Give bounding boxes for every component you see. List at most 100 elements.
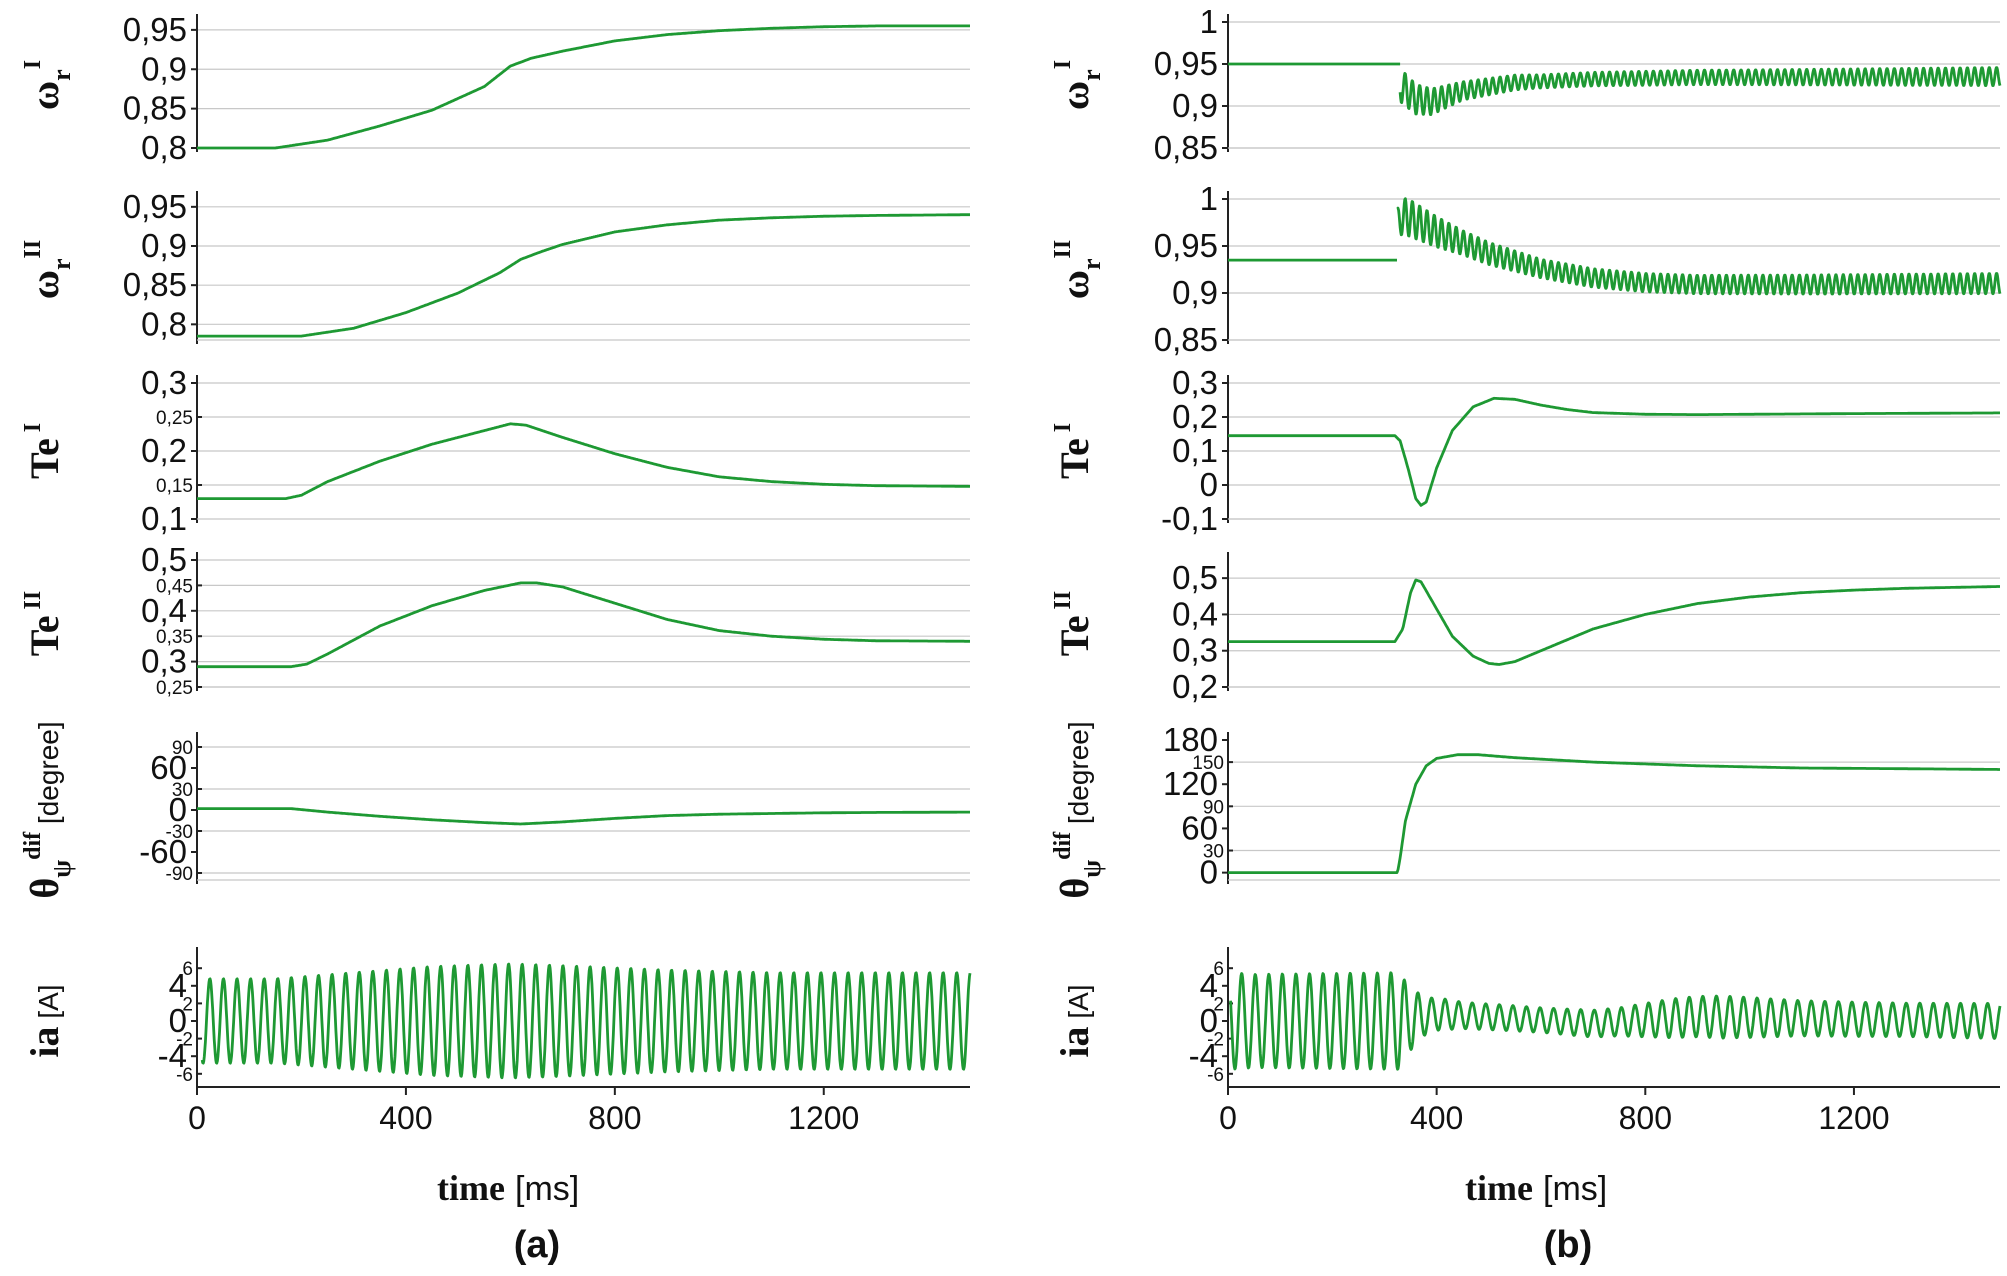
y-tick-label: 0 [1200, 1002, 1218, 1039]
y-minor-tick-label: 0,35 [156, 627, 193, 648]
y-axis-title-subscript: ψ [47, 860, 76, 878]
y-tick-label: 0,1 [1172, 432, 1218, 469]
y-tick-label: 0,8 [141, 305, 187, 342]
y-axis-title-symbol: ω [22, 81, 67, 110]
y-axis-title-symbol: Te [1052, 615, 1097, 656]
y-axis-title: Te II [20, 591, 67, 656]
chart-a-theta-dif: -60 0 60 -90 -30 30 90 θψdif [degree] [20, 721, 971, 899]
series-line-a-omega-r-I [196, 24, 971, 150]
y-minor-tick-label: 0,25 [156, 678, 193, 699]
y-tick-label: 0 [1200, 854, 1218, 891]
y-tick-label: -0,1 [1161, 500, 1218, 537]
x-tick-label: 1200 [788, 1100, 859, 1136]
chart-b-theta-dif: 0 60 120 180 30 90 150 θψdif [degree] [1050, 721, 2001, 899]
y-minor-tick-label: 0,45 [156, 576, 193, 597]
y-tick-label: 4 [169, 967, 187, 1004]
y-tick-label: 0 [1200, 466, 1218, 503]
series-line-b-Te-II [1227, 578, 2001, 666]
y-tick-label: 0,9 [141, 227, 187, 264]
y-axis-title-symbol: θ [1052, 878, 1097, 899]
y-minor-tick-label: 6 [182, 959, 193, 980]
y-minor-tick-label: -6 [1207, 1065, 1224, 1086]
x-axis-title-unit: [ms] [1543, 1170, 1607, 1208]
y-axis-title-symbol: ia [1052, 1026, 1097, 1057]
y-tick-label: 120 [1163, 765, 1218, 802]
y-minor-tick-label: 30 [172, 780, 193, 801]
y-axis-title: Te I [1050, 423, 1097, 479]
y-tick-label: 0,3 [1172, 632, 1218, 669]
x-axis-title-a: time [ms] [437, 1168, 579, 1208]
y-minor-tick-label: 90 [1203, 797, 1224, 818]
y-axis-title-superscript: II [20, 591, 46, 616]
x-axis-title-word: time [437, 1168, 505, 1208]
y-minor-tick-label: -6 [176, 1065, 193, 1086]
y-tick-label: 0,95 [123, 188, 187, 225]
y-axis-title: θψdif [degree] [1050, 721, 1106, 898]
panel-label-b: (b) [1544, 1224, 1593, 1266]
y-axis-title-superscript: I [20, 423, 46, 438]
y-minor-tick-label: 6 [1213, 959, 1224, 980]
y-tick-label: 0 [169, 1002, 187, 1039]
chart-a-omega-r-II: 0,80,850,90,95 ωrII [20, 188, 971, 344]
y-axis-title-symbol: ω [1052, 81, 1097, 110]
y-axis-title-superscript: I [1050, 60, 1076, 69]
y-tick-label: 0,95 [1154, 45, 1218, 82]
y-minor-tick-label: 2 [182, 994, 193, 1015]
y-tick-label: -4 [158, 1037, 187, 1074]
y-axis-title-symbol: Te [22, 438, 67, 479]
y-axis-title-symbol: Te [1052, 438, 1097, 479]
y-axis-title-subscript: r [1077, 258, 1106, 270]
y-tick-label: 60 [1181, 809, 1218, 846]
y-tick-label: 0,85 [123, 90, 187, 127]
y-tick-label: 0,9 [1172, 87, 1218, 124]
y-tick-label: 0 [169, 791, 187, 828]
y-axis-title-symbol: ia [22, 1026, 67, 1057]
chart-a-omega-r-I: 0,80,850,90,95 ωrI [20, 11, 971, 166]
y-axis-title-unit: [A] [1063, 984, 1094, 1026]
x-tick-label: 400 [379, 1100, 432, 1136]
y-axis-title-superscript: II [1050, 240, 1076, 259]
x-axis-title-unit: [ms] [515, 1170, 579, 1208]
y-tick-label: 1 [1200, 3, 1218, 40]
series-line-a-Te-I [196, 422, 971, 500]
y-tick-label: 0,4 [141, 592, 187, 629]
y-tick-label: 0,2 [141, 432, 187, 469]
y-axis-title-unit: [degree] [1063, 721, 1094, 832]
y-axis-title-symbol: ω [22, 270, 67, 299]
chart-a-Te-II: 0,3 0,4 0,5 0,25 0,35 0,45 Te II [20, 541, 971, 699]
y-axis-title-subscript: r [1077, 69, 1106, 81]
y-minor-tick-label: -2 [1207, 1030, 1224, 1051]
plots-layer: 0,80,850,90,95ωrI0,80,850,90,95ωrII0,10,… [20, 3, 2002, 1136]
y-minor-tick-label: 30 [1203, 842, 1224, 863]
y-axis-title: ωrII [1050, 240, 1106, 299]
y-tick-label: 0,3 [141, 364, 187, 401]
chart-b-omega-r-I: 0,85 0,9 0,95 1 ωrI [1050, 3, 2002, 166]
chart-b-omega-r-II: 0,85 0,9 0,95 1 ωrII [1050, 180, 2002, 358]
y-axis-title-unit: [A] [33, 984, 64, 1026]
y-axis-title-subscript: r [47, 69, 76, 81]
series-line-a-ia [200, 962, 972, 1080]
y-tick-label: 0,2 [1172, 668, 1218, 705]
y-tick-label: -4 [1189, 1037, 1218, 1074]
y-minor-tick-label: -90 [166, 864, 193, 885]
y-axis-title: ia [A] [22, 984, 67, 1057]
y-minor-tick-label: 0,25 [156, 408, 193, 429]
y-axis-title-superscript: dif [1050, 831, 1076, 860]
series-line-b-ia [1229, 971, 2002, 1071]
y-tick-label: 0,95 [123, 11, 187, 48]
y-minor-tick-label: -2 [176, 1030, 193, 1051]
series-line-b-omega-r-I-1 [1398, 66, 2002, 116]
y-tick-label: 0,5 [1172, 559, 1218, 596]
y-axis-title-superscript: I [20, 60, 46, 69]
y-axis-title: ωrI [20, 60, 76, 110]
x-tick-label: 800 [1619, 1100, 1672, 1136]
y-tick-label: 4 [1200, 967, 1218, 1004]
y-axis-title: Te II [1050, 591, 1097, 656]
y-tick-label: 0,5 [141, 541, 187, 578]
chart-b-Te-II: 0,20,30,40,5 Te II [1050, 552, 2001, 705]
chart-a-Te-I: 0,1 0,2 0,3 0,15 0,25 Te I [20, 364, 971, 537]
y-minor-tick-label: 2 [1213, 994, 1224, 1015]
y-tick-label: 0,9 [141, 50, 187, 87]
series-line-a-Te-II [196, 581, 971, 669]
